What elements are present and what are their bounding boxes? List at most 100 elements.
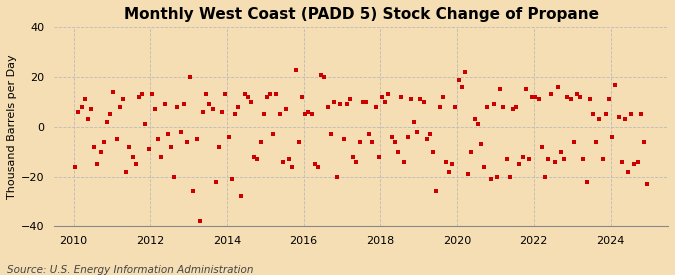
Point [491, 174, 502, 179]
Point [102, 120, 113, 124]
Point [441, 160, 452, 164]
Point [386, 134, 397, 139]
Point [82, 117, 93, 122]
Point [380, 100, 391, 104]
Point [443, 169, 454, 174]
Point [230, 112, 240, 117]
Point [406, 97, 416, 102]
Point [357, 100, 368, 104]
Point [277, 160, 288, 164]
Point [402, 134, 413, 139]
Point [137, 92, 148, 97]
Point [620, 117, 630, 122]
Point [354, 139, 365, 144]
Point [348, 155, 358, 159]
Point [639, 139, 649, 144]
Point [552, 85, 563, 89]
Point [377, 95, 387, 99]
Point [485, 177, 496, 181]
Point [389, 139, 400, 144]
Point [626, 112, 637, 117]
Point [284, 157, 295, 161]
Point [472, 122, 483, 127]
Point [565, 97, 576, 102]
Point [223, 134, 234, 139]
Point [504, 174, 515, 179]
Point [520, 87, 531, 92]
Point [313, 164, 323, 169]
Point [607, 134, 618, 139]
Point [581, 179, 592, 184]
Point [99, 139, 109, 144]
Point [476, 142, 487, 146]
Point [526, 95, 537, 99]
Point [399, 160, 410, 164]
Point [431, 189, 441, 194]
Point [585, 97, 595, 102]
Point [204, 102, 215, 107]
Point [393, 150, 404, 154]
Point [185, 75, 196, 79]
Point [325, 132, 336, 136]
Point [342, 102, 352, 107]
Point [261, 95, 272, 99]
Point [134, 95, 144, 99]
Point [537, 144, 547, 149]
Point [76, 105, 87, 109]
Point [290, 67, 301, 72]
Point [130, 162, 141, 166]
Point [629, 162, 640, 166]
Point [546, 92, 557, 97]
Point [578, 157, 589, 161]
Point [213, 144, 224, 149]
Point [479, 164, 489, 169]
Point [124, 144, 135, 149]
Point [549, 160, 560, 164]
Point [338, 137, 349, 141]
Point [211, 179, 221, 184]
Point [255, 139, 266, 144]
Point [600, 112, 611, 117]
Point [306, 112, 317, 117]
Point [111, 137, 122, 141]
Point [146, 92, 157, 97]
Point [265, 92, 275, 97]
Title: Monthly West Coast (PADD 5) Stock Change of Propane: Monthly West Coast (PADD 5) Stock Change… [124, 7, 599, 22]
Point [539, 174, 550, 179]
Point [594, 117, 605, 122]
Point [408, 120, 419, 124]
Point [351, 160, 362, 164]
Point [498, 105, 509, 109]
Text: Source: U.S. Energy Information Administration: Source: U.S. Energy Information Administ… [7, 265, 253, 275]
Point [220, 92, 231, 97]
Point [296, 95, 307, 99]
Point [574, 95, 585, 99]
Point [502, 157, 512, 161]
Point [456, 85, 467, 89]
Point [421, 137, 432, 141]
Point [86, 107, 97, 112]
Point [281, 107, 292, 112]
Point [121, 169, 132, 174]
Point [70, 164, 80, 169]
Point [79, 97, 90, 102]
Point [559, 157, 570, 161]
Point [287, 164, 298, 169]
Point [524, 157, 535, 161]
Point [370, 105, 381, 109]
Point [568, 139, 579, 144]
Point [300, 112, 310, 117]
Point [271, 92, 282, 97]
Point [159, 102, 170, 107]
Point [117, 97, 128, 102]
Point [178, 102, 189, 107]
Point [434, 105, 445, 109]
Point [383, 92, 394, 97]
Point [364, 132, 375, 136]
Point [418, 100, 429, 104]
Point [309, 162, 320, 166]
Point [373, 155, 384, 159]
Point [556, 150, 566, 154]
Point [437, 95, 448, 99]
Point [460, 70, 470, 74]
